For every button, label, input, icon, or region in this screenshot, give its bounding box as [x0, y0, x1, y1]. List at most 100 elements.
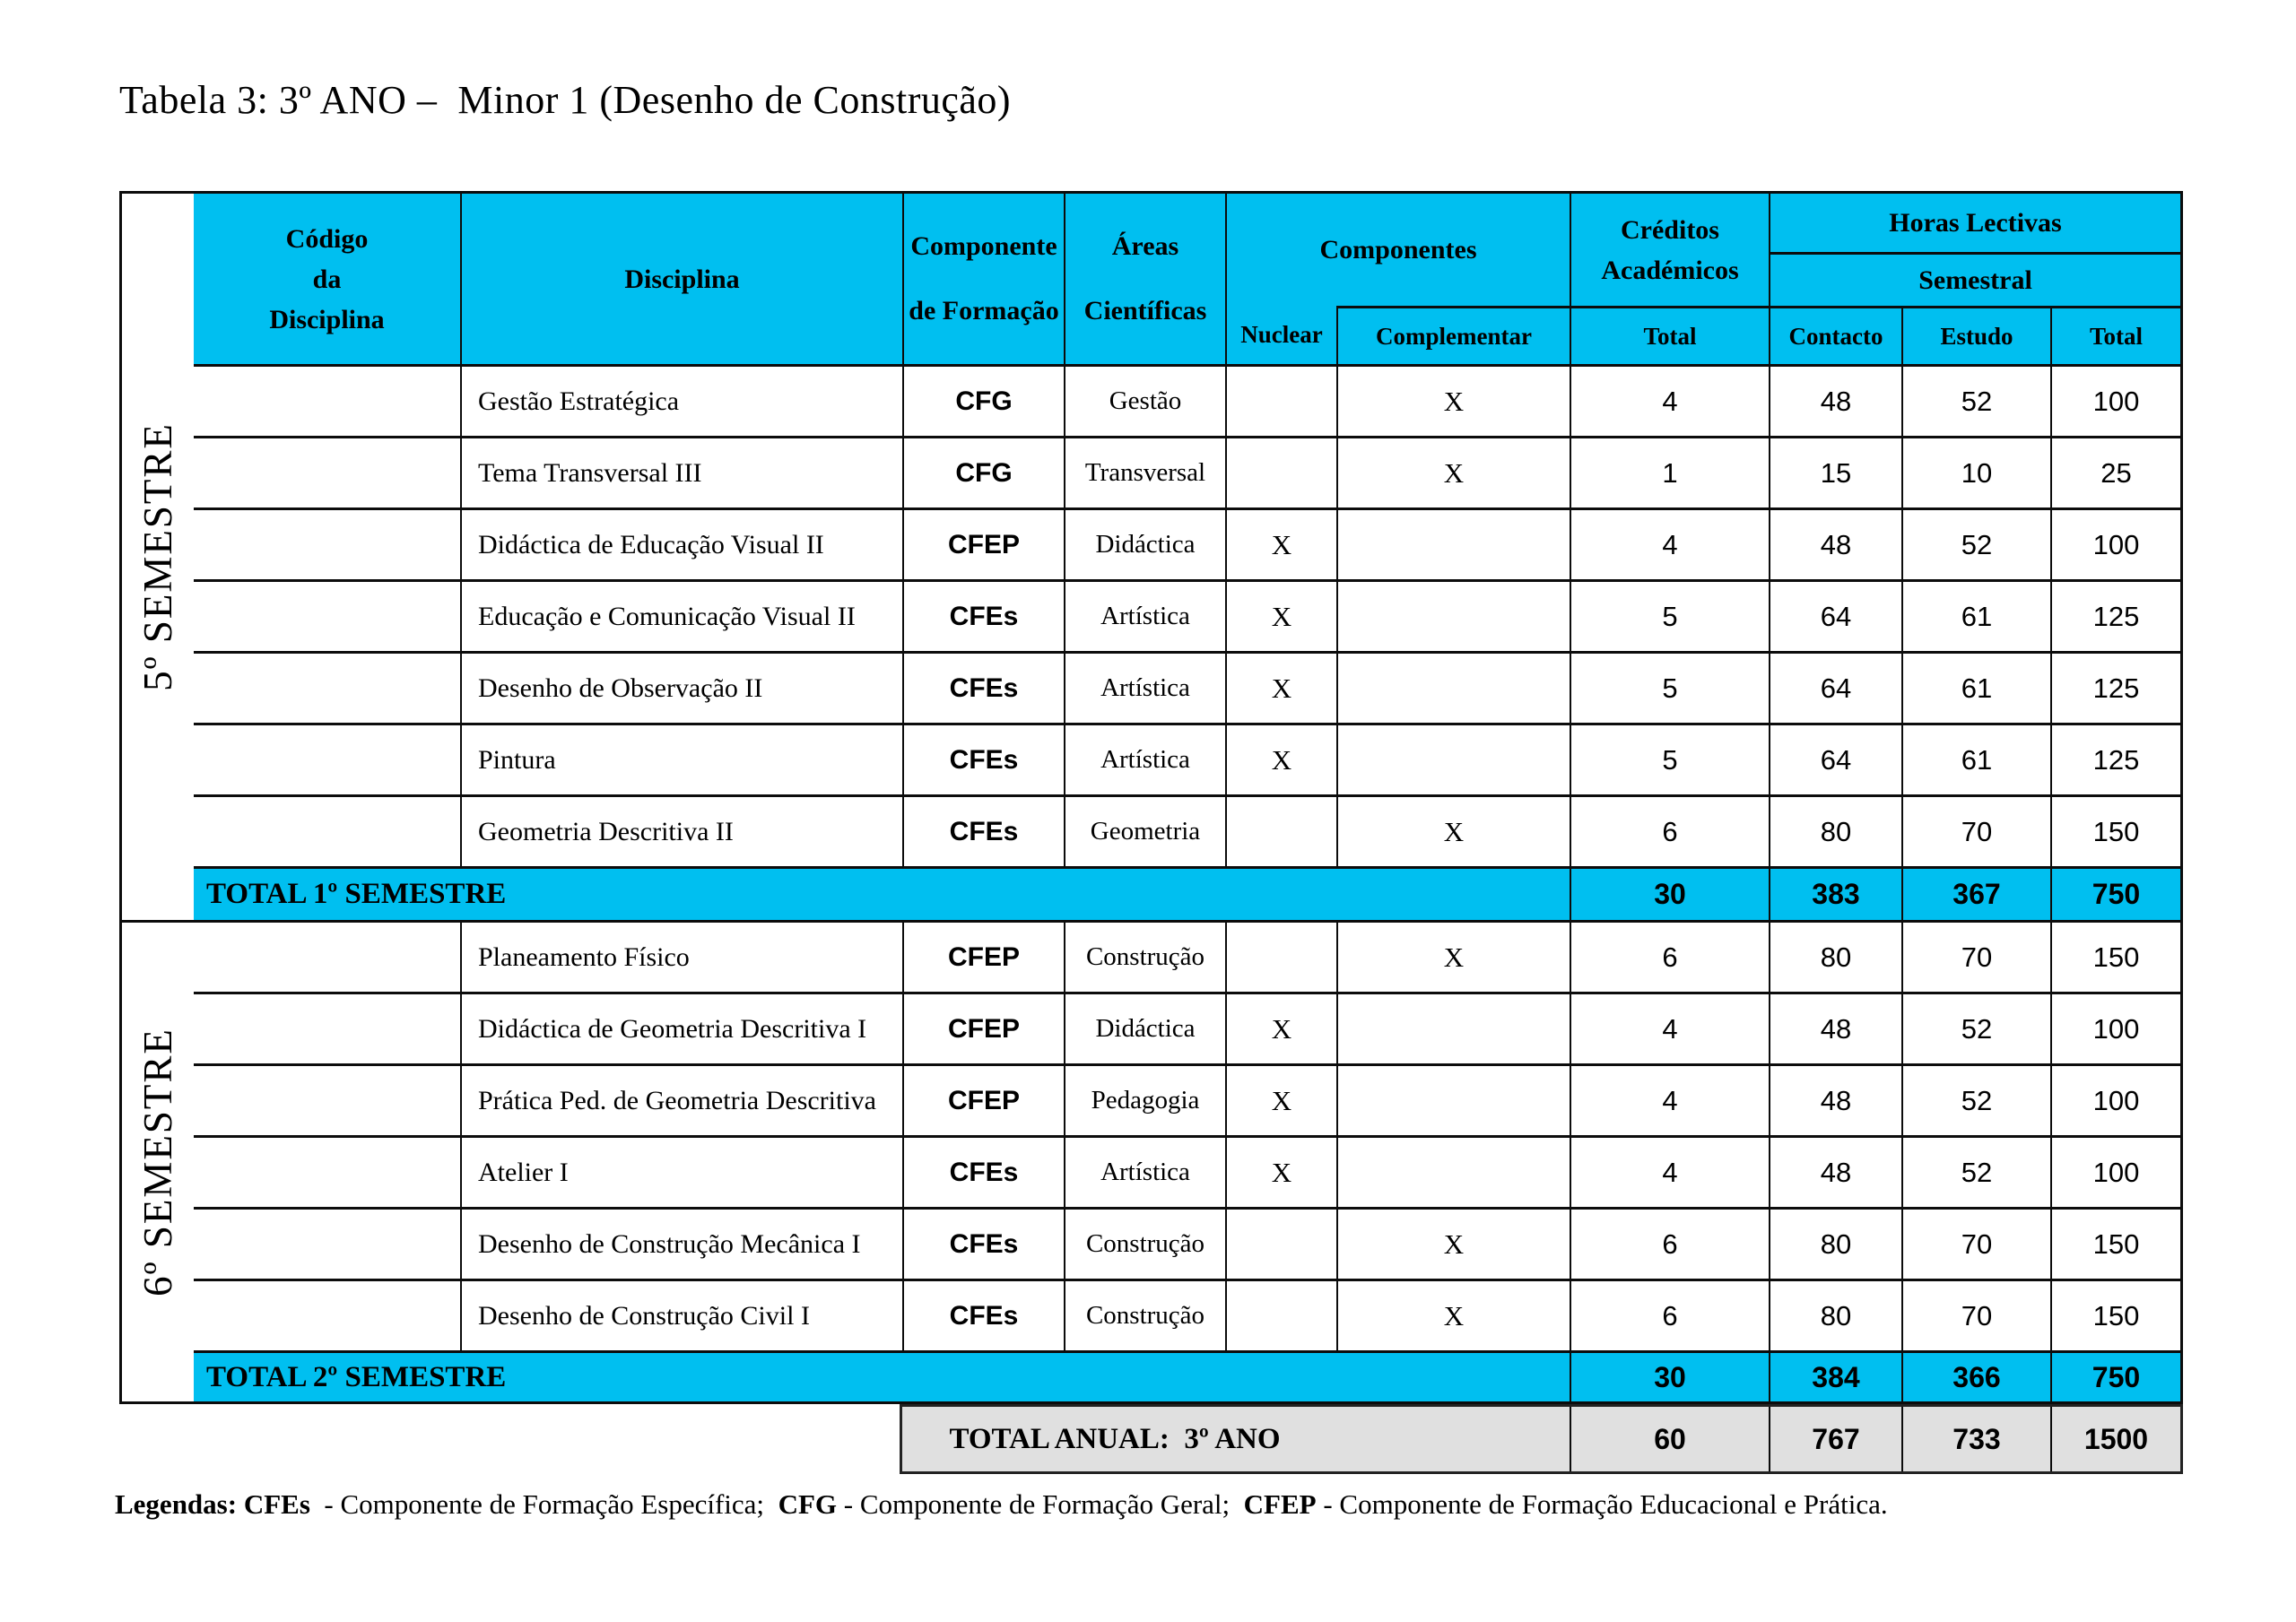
cell-area-cientifica: Artística [1064, 723, 1225, 794]
cell-contacto: 80 [1769, 794, 1901, 866]
col-header-creditos-academicos: Créditos Académicos [1570, 194, 1769, 306]
cell-contacto: 48 [1769, 507, 1901, 579]
col-header-codigo: Código da Disciplina [194, 194, 460, 364]
cell-area-cientifica: Artística [1064, 651, 1225, 723]
cell-codigo [194, 920, 460, 992]
col-header-semestral: Semestral [1769, 252, 2180, 306]
cell-creditos: 4 [1570, 1063, 1769, 1135]
cell-disciplina: Pintura [460, 723, 902, 794]
cell-codigo [194, 1135, 460, 1207]
cell-area-cientifica: Didáctica [1064, 992, 1225, 1063]
cell-contacto: 64 [1769, 723, 1901, 794]
total-semester-2-label: TOTAL 2º SEMESTRE [194, 1350, 1570, 1401]
cell-creditos: 5 [1570, 651, 1769, 723]
total-semester-1-label: TOTAL 1º SEMESTRE [194, 866, 1570, 920]
cell-nuclear-mark: X [1225, 1063, 1336, 1135]
cell-contacto: 48 [1769, 992, 1901, 1063]
cell-area-cientifica: Geometria [1064, 794, 1225, 866]
cell-creditos: 4 [1570, 507, 1769, 579]
cell-disciplina: Desenho de Construção Mecânica I [460, 1207, 902, 1279]
cell-componente-formacao: CFEP [902, 507, 1064, 579]
cell-estudo: 52 [1901, 364, 2050, 436]
cell-nuclear-mark [1225, 794, 1336, 866]
cell-nuclear-mark: X [1225, 579, 1336, 651]
cell-disciplina: Gestão Estratégica [460, 364, 902, 436]
cell-disciplina: Prática Ped. de Geometria Descritiva [460, 1063, 902, 1135]
cell-disciplina: Desenho de Observação II [460, 651, 902, 723]
semester-6-label: 6º SEMESTRE [135, 1028, 181, 1297]
cell-estudo: 52 [1901, 507, 2050, 579]
cell-area-cientifica: Construção [1064, 1279, 1225, 1350]
cell-nuclear-mark: X [1225, 651, 1336, 723]
cell-horas-total: 100 [2050, 364, 2180, 436]
cell-componente-formacao: CFEs [902, 723, 1064, 794]
cell-componente-formacao: CFEP [902, 992, 1064, 1063]
col-header-horas-lectivas: Horas Lectivas [1769, 194, 2180, 252]
cell-creditos: 4 [1570, 992, 1769, 1063]
cell-nuclear-mark: X [1225, 1135, 1336, 1207]
cell-estudo: 70 [1901, 920, 2050, 992]
cell-nuclear-mark: X [1225, 992, 1336, 1063]
annual-total-estudo: 733 [1901, 1407, 2050, 1471]
cell-codigo [194, 651, 460, 723]
cell-complementar-mark [1336, 992, 1570, 1063]
cell-disciplina: Desenho de Construção Civil I [460, 1279, 902, 1350]
col-header-horas-total: Total [2050, 306, 2180, 364]
cell-disciplina: Tema Transversal III [460, 436, 902, 507]
cell-estudo: 70 [1901, 1279, 2050, 1350]
cell-horas-total: 125 [2050, 651, 2180, 723]
cell-estudo: 61 [1901, 651, 2050, 723]
cell-componente-formacao: CFEs [902, 579, 1064, 651]
cell-area-cientifica: Artística [1064, 579, 1225, 651]
cell-creditos: 6 [1570, 794, 1769, 866]
cell-complementar-mark [1336, 1135, 1570, 1207]
cell-componente-formacao: CFEs [902, 1135, 1064, 1207]
cell-estudo: 52 [1901, 992, 2050, 1063]
total-semester-1-contacto: 383 [1769, 866, 1901, 920]
cell-estudo: 61 [1901, 723, 2050, 794]
cell-creditos: 6 [1570, 1207, 1769, 1279]
legend-term: CFEP [1243, 1488, 1317, 1520]
cell-codigo [194, 992, 460, 1063]
cell-disciplina: Geometria Descritiva II [460, 794, 902, 866]
cell-nuclear-mark [1225, 364, 1336, 436]
cell-complementar-mark [1336, 723, 1570, 794]
cell-estudo: 70 [1901, 1207, 2050, 1279]
cell-contacto: 15 [1769, 436, 1901, 507]
annual-total-creditos: 60 [1570, 1407, 1769, 1471]
cell-estudo: 61 [1901, 579, 2050, 651]
semester-5-label: 5º SEMESTRE [135, 422, 181, 691]
cell-contacto: 48 [1769, 1135, 1901, 1207]
cell-complementar-mark: X [1336, 1279, 1570, 1350]
cell-nuclear-mark: X [1225, 507, 1336, 579]
col-header-nuclear: Nuclear [1225, 306, 1336, 364]
cell-horas-total: 125 [2050, 579, 2180, 651]
total-semester-1-estudo: 367 [1901, 866, 2050, 920]
cell-disciplina: Educação e Comunicação Visual II [460, 579, 902, 651]
annual-total-row: TOTAL ANUAL: 3º ANO 60 767 733 1500 [900, 1404, 2183, 1474]
cell-nuclear-mark [1225, 920, 1336, 992]
cell-nuclear-mark [1225, 436, 1336, 507]
col-header-componente-formacao: Componente de Formação [902, 194, 1064, 364]
cell-area-cientifica: Didáctica [1064, 507, 1225, 579]
cell-codigo [194, 723, 460, 794]
semester-6-cell: 6º SEMESTRE [122, 920, 194, 1401]
cell-area-cientifica: Gestão [1064, 364, 1225, 436]
col-header-complementar: Complementar [1336, 306, 1570, 364]
cell-complementar-mark: X [1336, 794, 1570, 866]
cell-estudo: 52 [1901, 1135, 2050, 1207]
cell-creditos: 1 [1570, 436, 1769, 507]
cell-disciplina: Atelier I [460, 1135, 902, 1207]
cell-complementar-mark: X [1336, 920, 1570, 992]
semester-5-cell: 5º SEMESTRE [122, 194, 194, 920]
cell-horas-total: 150 [2050, 794, 2180, 866]
cell-creditos: 6 [1570, 920, 1769, 992]
cell-codigo [194, 579, 460, 651]
cell-horas-total: 150 [2050, 920, 2180, 992]
legend-definition: - Componente de Formação Específica; [317, 1488, 778, 1520]
col-header-creditos-total: Total [1570, 306, 1769, 364]
col-header-areas-cientificas: Áreas Científicas [1064, 194, 1225, 364]
cell-contacto: 80 [1769, 1279, 1901, 1350]
total-semester-2-total: 750 [2050, 1350, 2180, 1401]
cell-codigo [194, 1207, 460, 1279]
